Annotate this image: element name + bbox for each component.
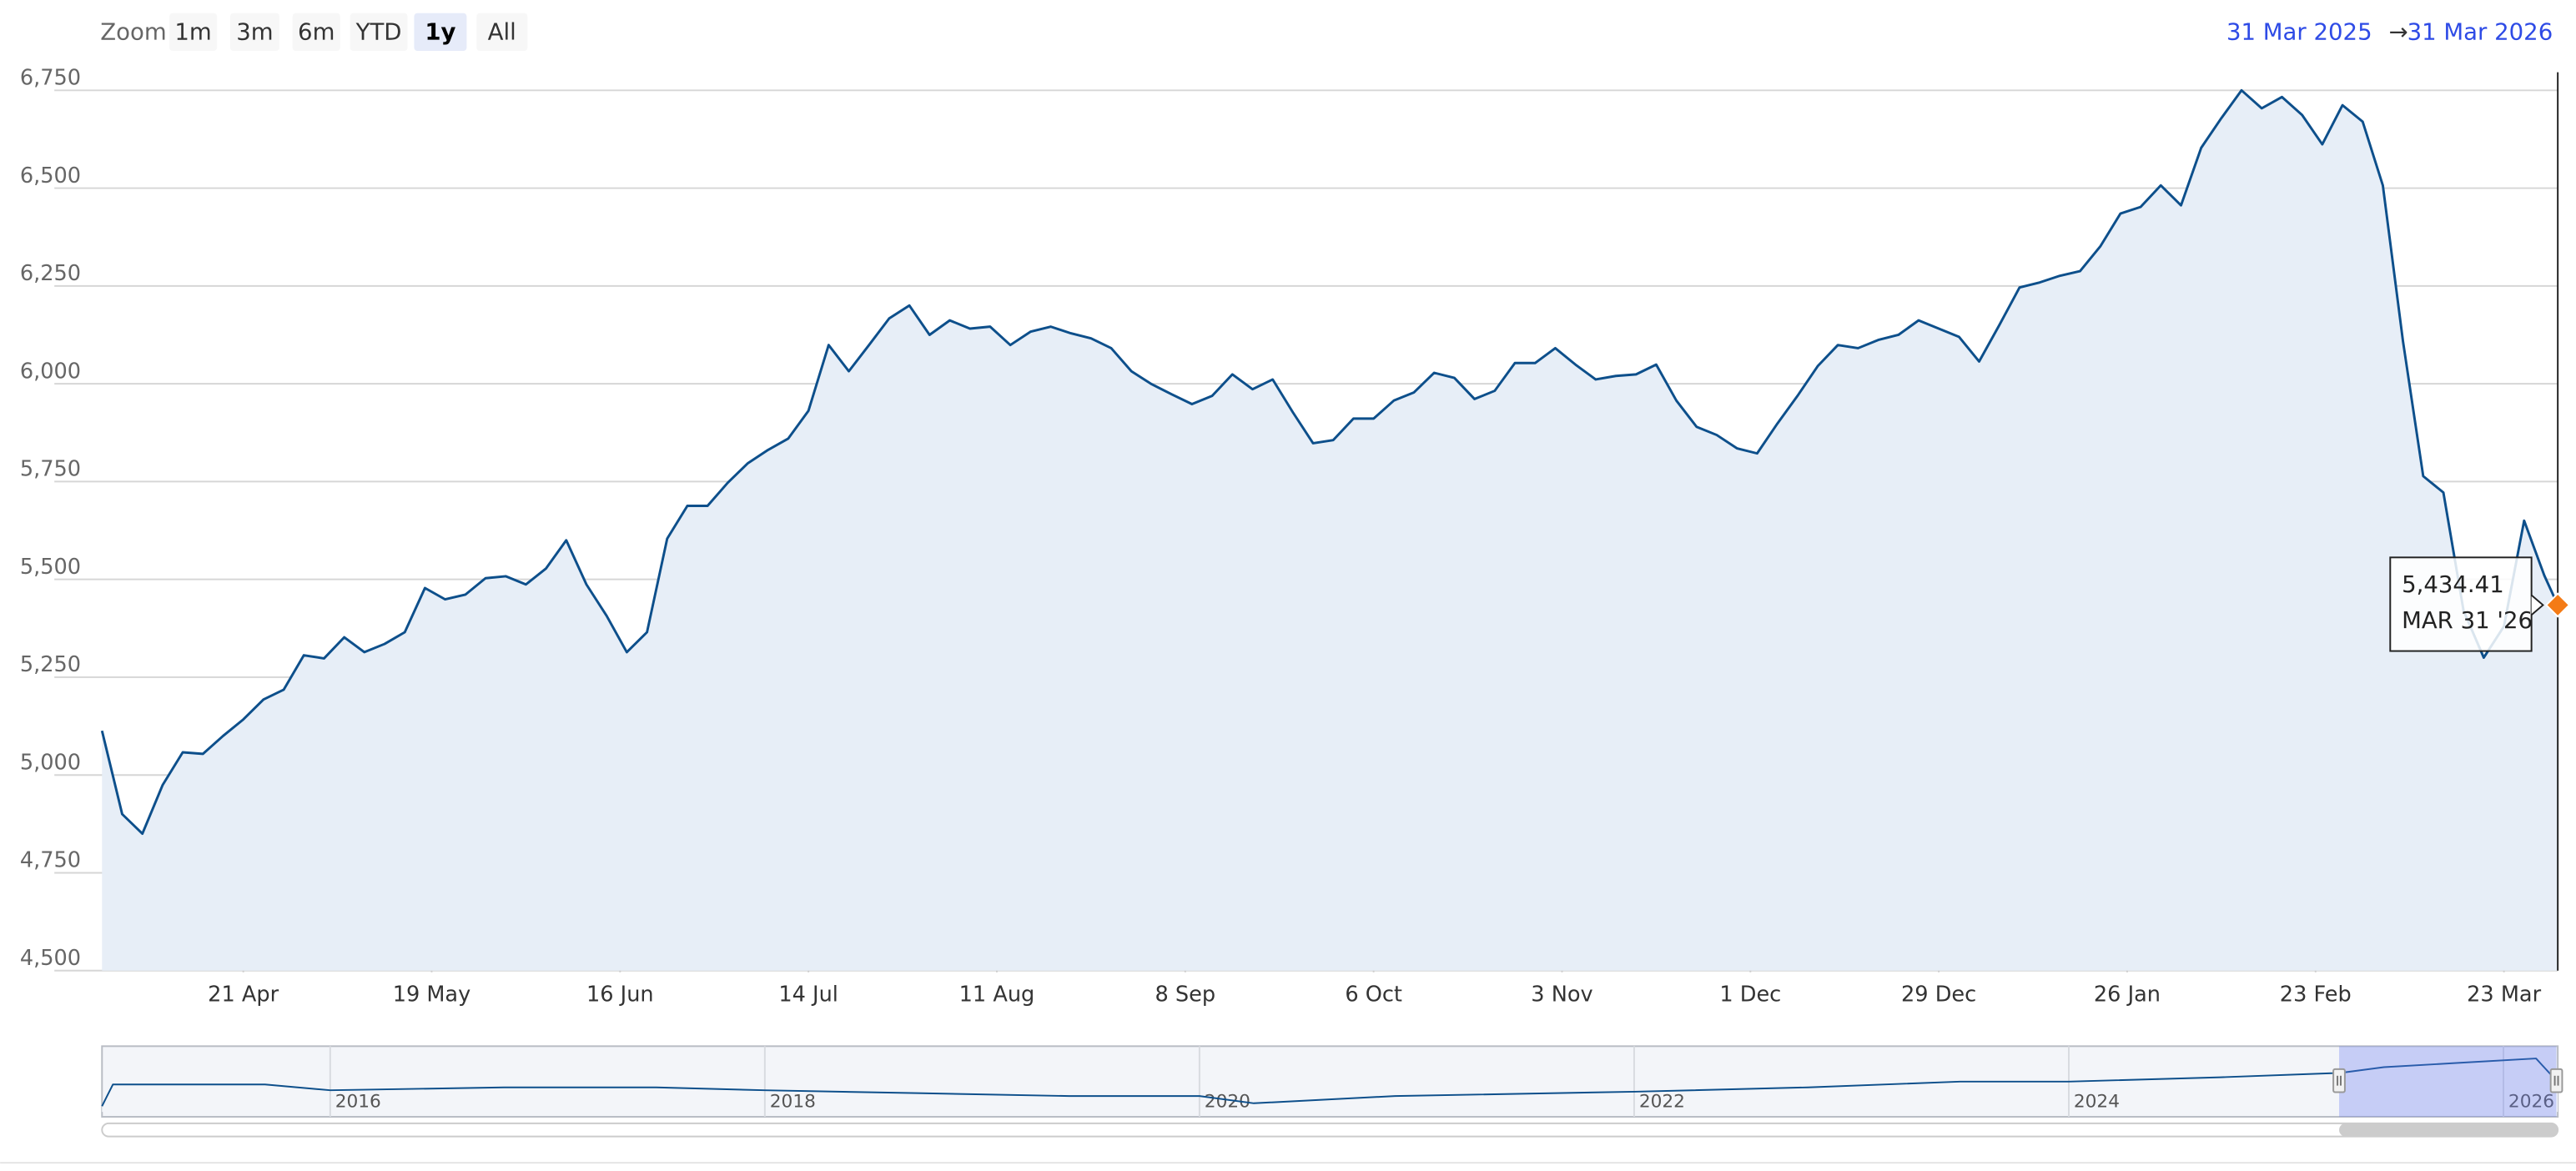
navigator-tick-label: 2022 (1639, 1091, 1685, 1112)
y-tick-label: 6,000 (20, 359, 81, 384)
navigator-tick-label: 2016 (335, 1091, 381, 1112)
hover-marker (2544, 592, 2571, 618)
x-tick-label: 11 Aug (959, 982, 1035, 1007)
x-tick-label: 8 Sep (1155, 982, 1215, 1007)
area (102, 90, 2558, 971)
line (100, 88, 2559, 836)
x-tick-label: 6 Oct (1345, 982, 1402, 1007)
y-tick-label: 5,250 (20, 652, 81, 677)
x-tick-label: 23 Feb (2280, 982, 2352, 1007)
x-tick-label: 19 May (393, 982, 471, 1007)
zoom-button-label[interactable]: 3m (236, 18, 273, 45)
zoom-button-label[interactable]: YTD (355, 18, 402, 45)
navigator-handle[interactable] (2332, 1068, 2346, 1093)
x-tick-label: 21 Apr (208, 982, 279, 1007)
date-separator: → (2389, 18, 2408, 45)
tooltip-pointer (2531, 594, 2544, 616)
x-tick-label: 29 Dec (1901, 982, 1976, 1007)
y-tick-label: 6,750 (20, 66, 81, 91)
date-to[interactable]: 31 Mar 2026 (2407, 18, 2553, 45)
zoom-button-label[interactable]: All (488, 18, 516, 45)
y-tick-label: 6,250 (20, 261, 81, 286)
x-tick-label: 3 Nov (1531, 982, 1592, 1007)
y-tick-label: 6,500 (20, 163, 81, 188)
zoom-label: Zoom (100, 18, 166, 45)
y-tick-label: 4,500 (20, 946, 81, 971)
navigator-tick-label: 2026 (2508, 1091, 2554, 1112)
x-tick-label: 23 Mar (2467, 982, 2541, 1007)
date-from[interactable]: 31 Mar 2025 (2226, 18, 2372, 45)
zoom-button[interactable] (292, 13, 340, 52)
navigator-tick-label: 2018 (770, 1091, 816, 1112)
tooltip-date: MAR 31 '26 (2402, 607, 2533, 634)
y-tick-label: 5,000 (20, 750, 81, 775)
y-tick-label: 4,750 (20, 848, 81, 873)
navigator-handle[interactable] (2549, 1068, 2563, 1093)
line (101, 1058, 2558, 1107)
zoom-button-label[interactable]: 1m (174, 18, 211, 45)
area (102, 1058, 2558, 1113)
x-tick-label: 1 Dec (1719, 982, 1781, 1007)
zoom-button-label[interactable]: 1y (425, 18, 455, 45)
x-tick-label: 16 Jun (586, 982, 654, 1007)
x-tick-label: 26 Jan (2094, 982, 2161, 1007)
zoom-button[interactable] (414, 13, 467, 52)
tooltip-box (2389, 556, 2533, 652)
y-tick-label: 5,750 (20, 457, 81, 482)
x-tick-label: 14 Jul (778, 982, 838, 1007)
zoom-button[interactable] (350, 13, 408, 52)
navigator-tick-label: 2024 (2074, 1091, 2120, 1112)
zoom-button[interactable] (476, 13, 528, 52)
zoom-button[interactable] (229, 13, 279, 52)
tooltip-value: 5,434.41 (2402, 571, 2504, 598)
scrollbar-thumb[interactable] (2339, 1123, 2558, 1137)
zoom-button-label[interactable]: 6m (298, 18, 335, 45)
zoom-button[interactable] (169, 13, 218, 52)
scrollbar-track (101, 1122, 2559, 1138)
y-tick-label: 5,500 (20, 555, 81, 580)
navigator-selection (2339, 1046, 2557, 1118)
